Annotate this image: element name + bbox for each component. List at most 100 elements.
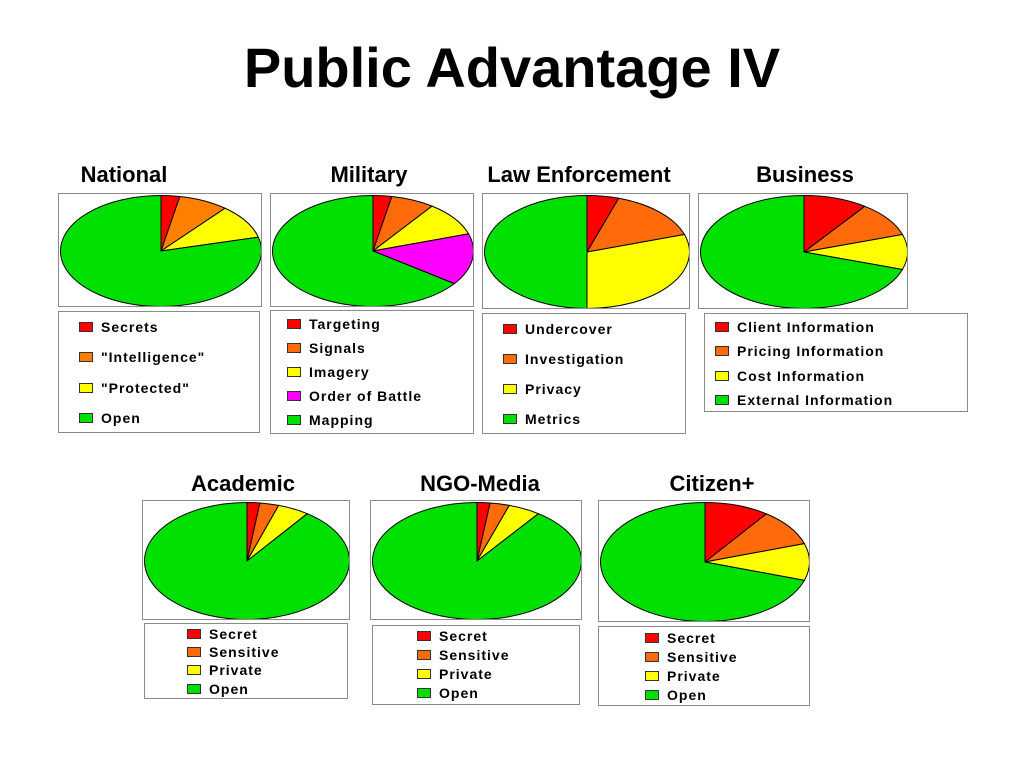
legend-swatch [79,322,93,333]
pie-slice [60,194,261,306]
legend-swatch [287,319,301,330]
legend-swatch [79,413,93,424]
legend-swatch [79,352,93,363]
legend-label: Order of Battle [309,388,423,404]
legend-citizen: Secret Sensitive Private Open [598,626,810,706]
legend-label: Private [439,666,493,682]
pie-slice [371,233,473,285]
legend-label: Open [101,410,141,426]
pie-box-citizen [598,500,810,622]
legend-swatch [287,367,301,378]
chart-title-citizen: Citizen+ [669,471,755,496]
legend-item: Investigation [503,350,624,368]
legend-item: "Protected" [79,379,190,397]
legend-national: Secrets "Intelligence" "Protected" Open [58,311,260,433]
legend-label: Open [209,681,249,697]
legend-label: Privacy [525,381,582,397]
legend-item: Targeting [287,315,381,333]
legend-label: Open [667,687,707,703]
legend-item: Secrets [79,318,159,336]
pie-ngo-media [372,501,581,619]
legend-swatch [287,343,301,354]
legend-item: Open [645,686,707,704]
legend-label: Client Information [737,319,875,335]
legend-label: Sensitive [209,644,280,660]
pie-box-business [698,193,908,309]
legend-swatch [503,324,517,335]
legend-law-enforcement: Undercover Investigation Privacy Metrics [482,313,686,434]
legend-swatch [645,652,659,663]
slide-title: Public Advantage IV [243,36,781,99]
pie-slice [600,501,806,621]
legend-label: Secret [439,628,488,644]
legend-label: Secret [667,630,716,646]
pie-box-national [58,193,262,307]
pie-slice [144,501,349,619]
pie-box-law-enforcement [482,193,690,309]
legend-swatch [715,322,729,333]
legend-label: Private [209,662,263,678]
legend-label: Mapping [309,412,374,428]
legend-item: Secret [187,625,258,643]
legend-swatch [187,629,201,640]
chart-title-national: National [80,162,168,187]
legend-label: Targeting [309,316,381,332]
legend-item: Sensitive [645,648,737,666]
legend-item: Open [417,684,479,702]
legend-item: Sensitive [417,646,509,664]
legend-label: Cost Information [737,368,865,384]
legend-item: Cost Information [715,367,865,385]
pie-slice [372,501,581,619]
legend-item: Order of Battle [287,387,422,405]
legend-label: Imagery [309,364,370,380]
legend-label: Secret [209,626,258,642]
legend-item: Pricing Information [715,342,884,360]
legend-item: Client Information [715,318,875,336]
legend-item: Imagery [287,363,370,381]
legend-swatch [417,688,431,699]
legend-label: Sensitive [439,647,510,663]
legend-swatch [287,391,301,402]
legend-swatch [503,414,517,425]
legend-swatch [417,669,431,680]
legend-label: External Information [737,392,894,408]
legend-swatch [645,671,659,682]
legend-swatch [187,665,201,676]
pie-military [272,194,473,306]
legend-swatch [645,633,659,644]
pie-citizen [600,501,809,621]
pie-national [60,194,261,306]
legend-swatch [417,631,431,642]
legend-label: Metrics [525,411,582,427]
chart-title-ngo-media: NGO-Media [420,471,540,496]
pie-business [700,194,907,308]
legend-swatch [715,346,729,357]
legend-swatch [187,647,201,658]
pie-law-enforcement [484,194,689,308]
legend-item: Private [187,661,263,679]
legend-label: "Intelligence" [101,349,206,365]
legend-swatch [715,371,729,382]
legend-label: "Protected" [101,380,190,396]
legend-swatch [645,690,659,701]
chart-title-business: Business [756,162,854,187]
chart-title-law-enforcement: Law Enforcement [487,162,671,187]
legend-item: Mapping [287,411,374,429]
legend-item: "Intelligence" [79,348,205,366]
legend-swatch [79,383,93,394]
chart-title-academic: Academic [191,471,295,496]
legend-military: Targeting Signals Imagery Order of Battl… [270,310,474,434]
legend-label: Open [439,685,479,701]
pie-academic [144,501,349,619]
legend-item: Private [417,665,493,683]
legend-swatch [715,395,729,406]
pie-box-ngo-media [370,500,582,620]
legend-item: Undercover [503,320,613,338]
legend-item: Signals [287,339,366,357]
pie-box-military [270,193,474,307]
legend-item: Secret [645,629,716,647]
legend-item: Open [187,680,249,698]
legend-swatch [503,354,517,365]
legend-item: External Information [715,391,893,409]
legend-item: Secret [417,627,488,645]
